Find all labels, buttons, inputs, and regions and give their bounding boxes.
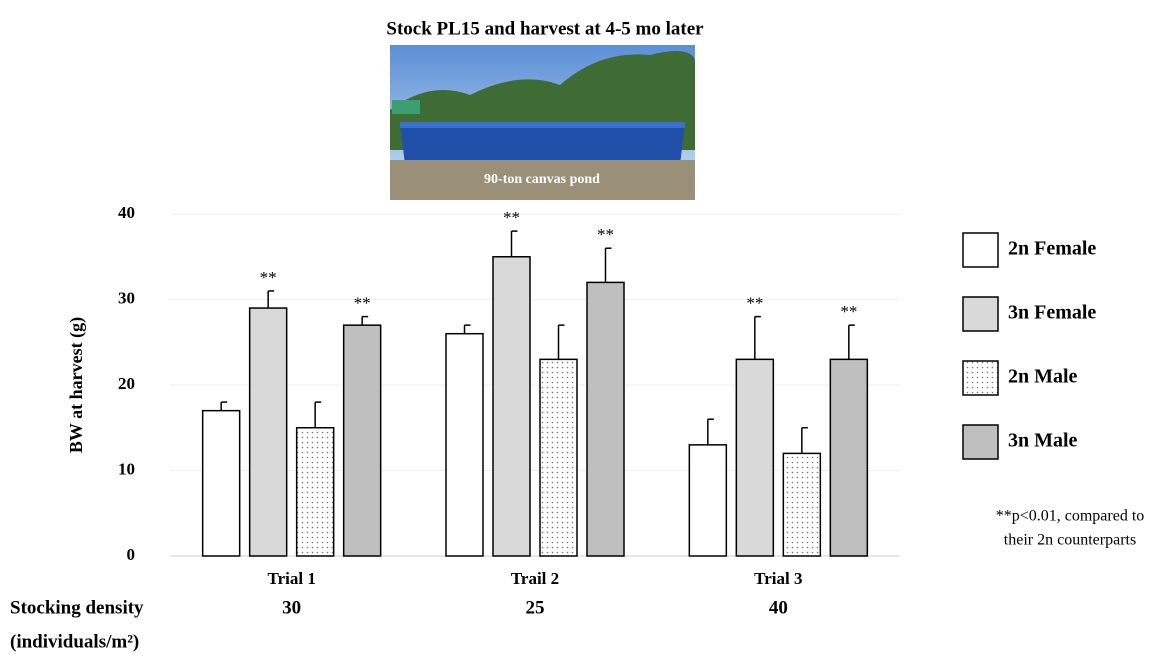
stocking-value: 25 <box>526 597 545 618</box>
chart-title: Stock PL15 and harvest at 4-5 mo later <box>386 18 704 39</box>
x-tick-label: Trail 2 <box>511 569 559 588</box>
stocking-value: 30 <box>282 597 301 618</box>
bar <box>493 257 530 556</box>
significance-label: ** <box>503 208 520 227</box>
bar <box>203 411 240 556</box>
y-tick-label: 30 <box>118 288 135 307</box>
page: Stock PL15 and harvest at 4-5 mo later 9… <box>0 0 1176 657</box>
y-axis-label: BW at harvest (g) <box>66 317 87 453</box>
bar <box>736 359 773 556</box>
footnote: their 2n counterparts <box>1004 532 1136 549</box>
significance-label: ** <box>840 302 857 321</box>
bar <box>830 359 867 556</box>
chart: Stock PL15 and harvest at 4-5 mo later 9… <box>0 0 1176 657</box>
legend-swatch <box>963 233 998 267</box>
stocking-label: Stocking density <box>10 597 144 618</box>
significance-label: ** <box>597 225 614 244</box>
bar <box>446 334 483 556</box>
photo-caption: 90-ton canvas pond <box>484 172 600 187</box>
y-tick-label: 10 <box>118 459 135 478</box>
bar <box>587 282 624 556</box>
bar <box>250 308 287 556</box>
bar <box>783 453 820 556</box>
significance-label: ** <box>354 294 371 313</box>
legend-label: 3n Male <box>1008 430 1078 452</box>
stocking-unit: (individuals/m²) <box>10 631 139 652</box>
bar <box>344 325 381 556</box>
x-tick-label: Trial 3 <box>754 569 802 588</box>
stocking-value: 40 <box>769 597 788 618</box>
legend-swatch <box>963 425 998 459</box>
significance-label: ** <box>746 294 763 313</box>
footnote: **p<0.01, compared to <box>996 508 1145 525</box>
legend-label: 3n Female <box>1008 302 1096 324</box>
bar <box>689 445 726 556</box>
legend-swatch <box>963 297 998 331</box>
y-tick-label: 40 <box>118 203 135 222</box>
y-tick-label: 20 <box>118 374 135 393</box>
x-tick-label: Trial 1 <box>268 569 316 588</box>
legend-label: 2n Male <box>1008 366 1078 388</box>
bar <box>540 359 577 556</box>
legend-label: 2n Female <box>1008 238 1096 260</box>
y-tick-label: 0 <box>127 545 136 564</box>
legend-swatch <box>963 361 998 395</box>
bar <box>297 428 334 556</box>
significance-label: ** <box>260 268 277 287</box>
